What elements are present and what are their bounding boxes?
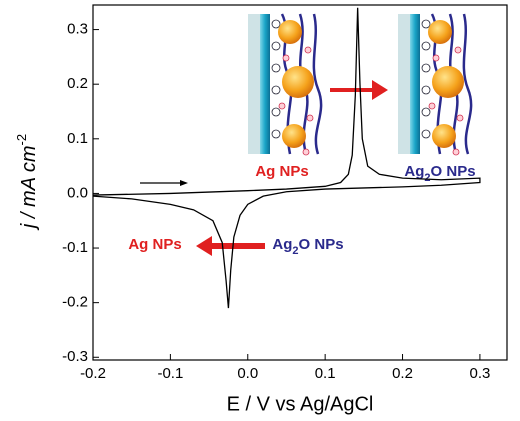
cv-curve (92, 7, 481, 309)
plot-frame (92, 4, 508, 361)
scan-arrow (180, 180, 188, 186)
annotation: Ag NPs (128, 236, 181, 253)
y-tick-label: 0.0 (67, 184, 88, 201)
annotation: Ag2O NPs (404, 163, 475, 184)
y-axis-label: j / mA cm-2 (14, 134, 40, 231)
x-tick-label: 0.0 (237, 365, 258, 382)
y-tick-label: 0.1 (67, 130, 88, 147)
x-tick-label: -0.2 (80, 365, 106, 382)
y-tick-label: 0.3 (67, 21, 88, 38)
x-tick-label: 0.2 (392, 365, 413, 382)
y-tick-label: -0.2 (62, 294, 88, 311)
annotation: Ag2O NPs (272, 236, 343, 257)
y-tick-label: -0.3 (62, 348, 88, 365)
y-tick-label: 0.2 (67, 75, 88, 92)
x-tick-label: -0.1 (157, 365, 183, 382)
inset-diagram (396, 12, 473, 157)
arrow (330, 80, 388, 100)
arrow (196, 236, 265, 256)
y-tick-label: -0.1 (62, 239, 88, 256)
annotation: Ag NPs (255, 163, 308, 180)
inset-diagram (246, 12, 323, 157)
x-tick-label: 0.1 (315, 365, 336, 382)
x-axis-label: E / V vs Ag/AgCl (227, 393, 374, 415)
x-tick-label: 0.3 (469, 365, 490, 382)
